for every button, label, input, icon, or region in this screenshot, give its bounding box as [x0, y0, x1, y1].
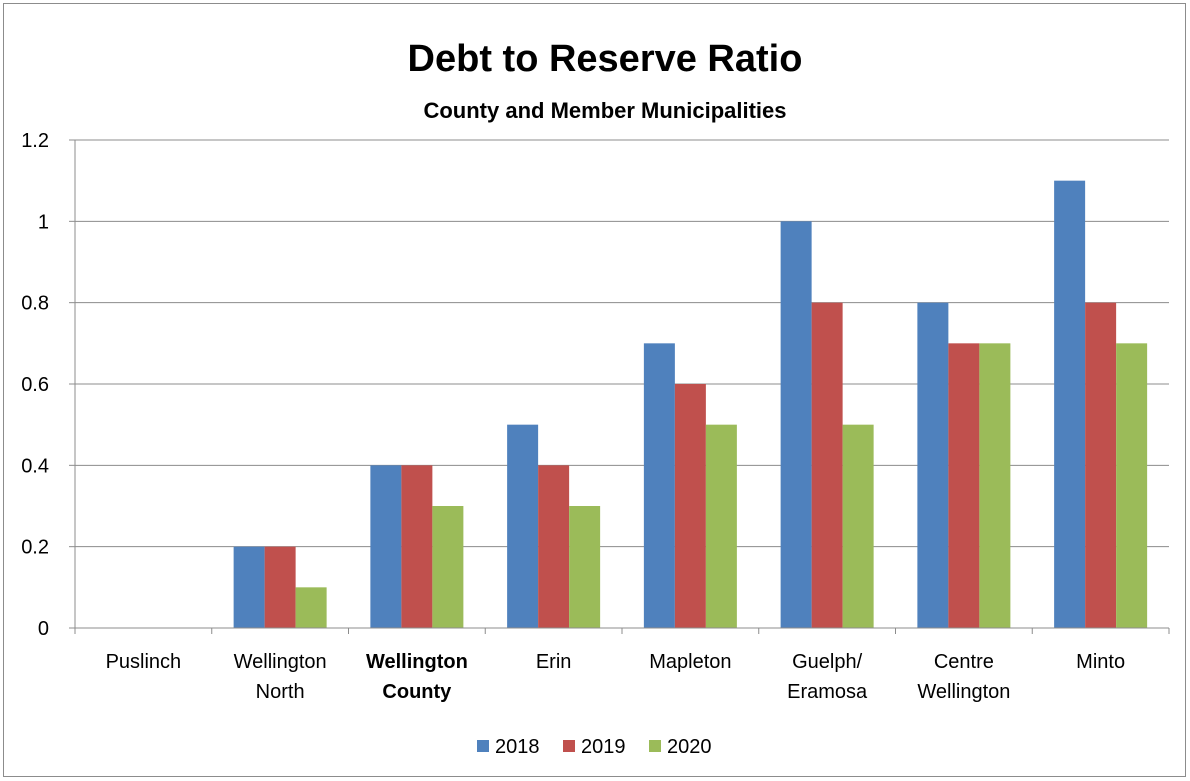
legend-swatch-2019 [563, 740, 575, 752]
bar-2019-1 [264, 546, 296, 628]
bar-2019-3 [538, 465, 570, 628]
bar-2018-4 [643, 343, 675, 628]
chart-frame: Debt to Reserve Ratio County and Member … [3, 3, 1186, 777]
y-tick-label: 0.4 [21, 455, 49, 477]
bar-2019-4 [674, 384, 706, 628]
axes [74, 140, 1170, 634]
x-category-label: Erin [536, 651, 572, 673]
x-category-line: Mapleton [649, 651, 731, 673]
bar-2018-5 [780, 221, 812, 629]
bar-2019-5 [811, 302, 843, 628]
bar-2020-4 [705, 424, 737, 628]
x-category-label: Puslinch [106, 651, 182, 673]
bar-2018-3 [507, 424, 539, 628]
bar-2020-5 [842, 424, 874, 628]
x-category-line: Centre [934, 651, 994, 673]
y-tick-label: 0.8 [21, 293, 49, 315]
legend-swatch-2020 [649, 740, 661, 752]
x-category-line: Guelph/ [792, 651, 862, 673]
x-category-line: North [256, 681, 305, 703]
x-category-line: Erin [536, 651, 572, 673]
x-category-line: Wellington [366, 651, 468, 673]
x-category-line: Wellington [917, 681, 1010, 703]
x-axis-categories: Puslinch Wellington North Wellington County E… [106, 651, 1126, 703]
bar-2018-7 [1054, 180, 1086, 628]
bar-2020-3 [569, 506, 601, 628]
legend: 2018 2019 2020 [477, 736, 712, 758]
x-category-line: Minto [1076, 651, 1125, 673]
legend-label-2018: 2018 [495, 736, 540, 758]
x-category-line: Wellington [234, 651, 327, 673]
x-category-label: Guelph/Eramosa [787, 651, 868, 703]
y-tick-label: 0.6 [21, 374, 49, 396]
bar-2018-6 [917, 302, 949, 628]
bar-2019-6 [948, 343, 980, 628]
bar-2020-6 [979, 343, 1011, 628]
bar-2019-2 [401, 465, 433, 628]
legend-swatch-2018 [477, 740, 489, 752]
bar-2020-7 [1116, 343, 1148, 628]
x-category-label: Wellington County [366, 651, 468, 703]
bar-2019-7 [1085, 302, 1117, 628]
x-category-line: Puslinch [106, 651, 182, 673]
bar-2018-2 [370, 465, 402, 628]
bar-2020-1 [295, 587, 327, 628]
y-axis-ticks: 0 0.2 0.4 0.6 0.8 1 1.2 [21, 130, 75, 640]
bar-2018-1 [233, 546, 265, 628]
x-category-line: County [382, 681, 452, 703]
y-tick-label: 1 [38, 211, 49, 233]
x-category-label: Minto [1076, 651, 1125, 673]
bar-chart: Debt to Reserve Ratio County and Member … [21, 38, 1170, 758]
chart-subtitle: County and Member Municipalities [423, 98, 786, 123]
y-tick-label: 0 [38, 618, 49, 640]
legend-label-2020: 2020 [667, 736, 712, 758]
y-tick-label: 0.2 [21, 537, 49, 559]
x-category-line: Eramosa [787, 681, 868, 703]
bars [233, 180, 1148, 629]
legend-label-2019: 2019 [581, 736, 626, 758]
x-category-label: Mapleton [649, 651, 731, 673]
bar-2020-2 [432, 506, 464, 628]
x-category-label: Centre Wellington [917, 651, 1010, 703]
x-category-label: Wellington North [234, 651, 327, 703]
y-tick-label: 1.2 [21, 130, 49, 152]
chart-title: Debt to Reserve Ratio [408, 38, 803, 80]
